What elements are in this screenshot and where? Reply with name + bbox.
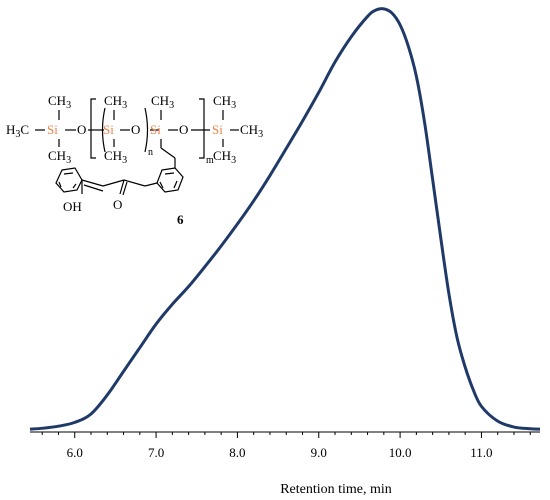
paren-n-open (101, 107, 106, 153)
structure-si-1: Si (47, 122, 58, 137)
structure-keto-o: O (113, 197, 122, 212)
structure-top-ch3-n: CH3 (104, 93, 127, 111)
structure-si-3: Si (150, 122, 161, 137)
chemical-structure: CH3 H3C Si CH3 O CH3 Si CH3 O n CH3 Si O… (6, 93, 263, 227)
subscript-n: n (148, 147, 153, 158)
bond (122, 181, 128, 196)
structure-o-2: O (131, 122, 140, 137)
x-axis-ticks (41, 432, 531, 438)
structure-bottom-ch3-n: CH3 (104, 148, 127, 166)
structure-top-ch3-left: CH3 (48, 93, 71, 111)
structure-si-2: Si (103, 122, 114, 137)
bond (123, 179, 146, 187)
bond (160, 147, 176, 159)
bond (81, 179, 104, 187)
x-tick-label-1: 7.0 (148, 445, 164, 460)
bracket-m-close (199, 98, 205, 159)
subscript-m: m (206, 155, 214, 166)
structure-top-ch3-right: CH3 (213, 93, 236, 111)
x-tick-label-3: 9.0 (311, 445, 327, 460)
bond (164, 172, 175, 175)
structure-top-ch3-m: CH3 (151, 93, 174, 111)
bond (83, 184, 104, 192)
bond (58, 181, 62, 188)
bond (159, 181, 164, 189)
bond (72, 183, 77, 189)
bond (144, 182, 158, 187)
bracket-m-open (90, 98, 96, 159)
x-axis-title: Retention time, min (280, 482, 392, 497)
paren-n-close (144, 107, 149, 153)
benzene-ring-right (156, 167, 184, 193)
compound-number: 6 (177, 212, 184, 227)
bond (119, 179, 125, 195)
x-axis-tick-labels: 6.0 7.0 8.0 9.0 10.0 11.0 (67, 445, 493, 460)
structure-h3c: H3C (6, 122, 29, 140)
structure-o-3: O (179, 122, 188, 137)
bond (102, 179, 125, 187)
bond (63, 172, 74, 175)
structure-bottom-ch3-right: CH3 (213, 148, 236, 166)
series-line-0 (29, 7, 541, 431)
x-tick-label-0: 6.0 (67, 445, 83, 460)
structure-o-1: O (77, 122, 86, 137)
structure-oh: OH (63, 199, 82, 214)
bond (173, 180, 178, 189)
plot-series (29, 7, 541, 431)
structure-right-ch3: CH3 (240, 122, 263, 140)
x-axis: 6.0 7.0 8.0 9.0 10.0 11.0 Retention time, min (30, 431, 540, 497)
structure-si-4: Si (212, 122, 223, 137)
benzene-ring-left (55, 167, 83, 193)
x-tick-label-5: 11.0 (470, 445, 492, 460)
x-tick-label-2: 8.0 (229, 445, 245, 460)
structure-bottom-ch3-left: CH3 (48, 148, 71, 166)
x-tick-label-4: 10.0 (389, 445, 412, 460)
